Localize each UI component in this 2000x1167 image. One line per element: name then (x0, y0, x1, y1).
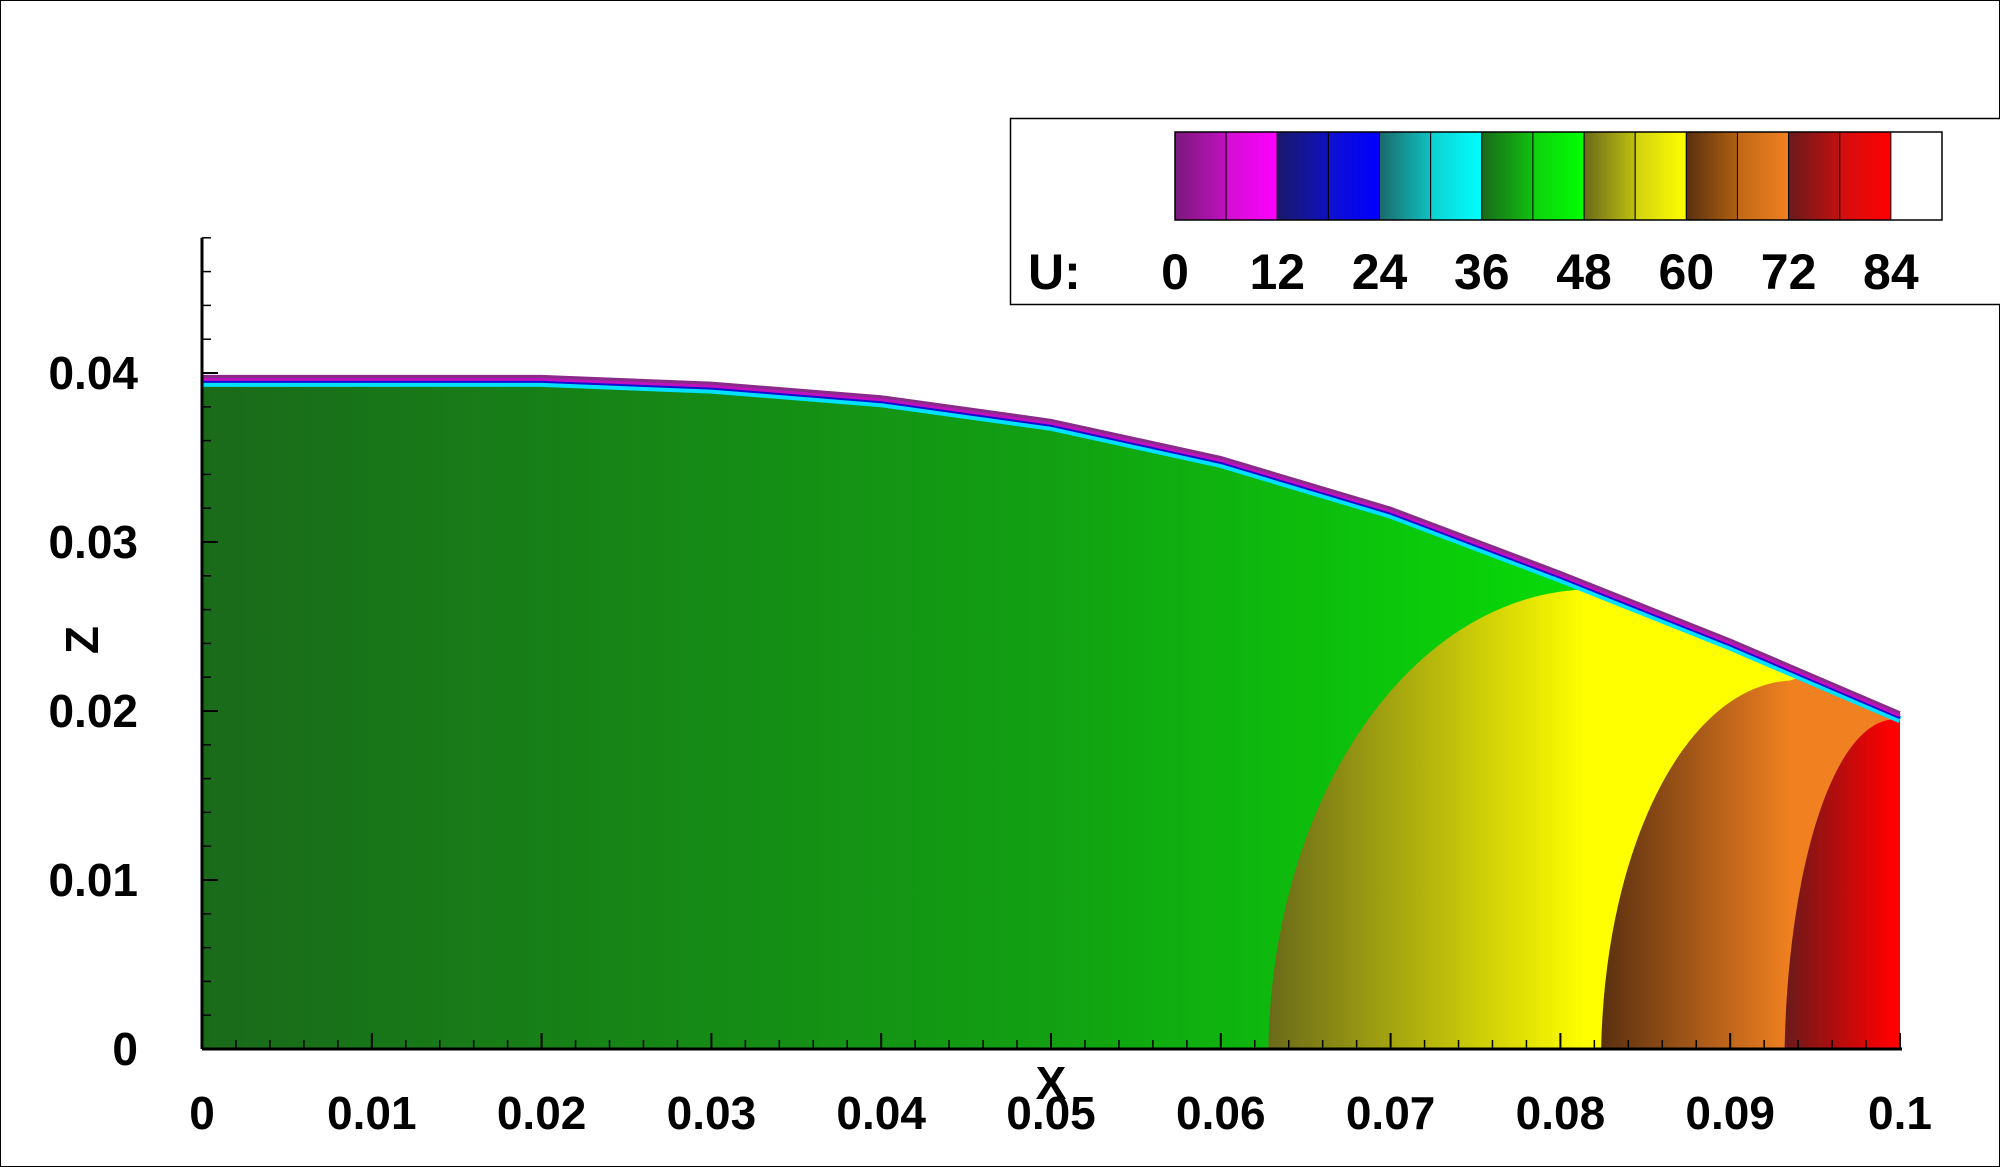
colorbar-swatch (1736, 131, 1790, 221)
x-tick-label: 0 (189, 1087, 215, 1139)
colorbar-tick-label: 0 (1161, 244, 1189, 300)
surface-outline (202, 374, 1901, 715)
x-tick-label: 0.06 (1176, 1087, 1266, 1139)
y-tick-label: 0.02 (48, 685, 138, 737)
colorbar-tick-label: 36 (1454, 244, 1510, 300)
x-tick-label: 0.05 (1006, 1087, 1096, 1139)
boundary-layer-band-1 (202, 379, 1902, 723)
x-ticks: 0 0.01 0.02 0.03 0.04 0.05 0.06 0.07 0.08 0.09 0.1 (189, 1033, 1932, 1139)
colorbar-swatch (1583, 131, 1636, 221)
x-tick-label: 0.02 (497, 1087, 587, 1139)
colorbar-tick-label: 48 (1556, 244, 1612, 300)
colorbar-swatch (1276, 131, 1329, 221)
x-tick-label: 0.04 (836, 1087, 926, 1139)
colorbar-tick-label: 12 (1249, 244, 1305, 300)
boundary-layer-band-2 (202, 379, 1901, 720)
colorbar-legend: U: 0 12 24 36 48 60 72 84 (1009, 117, 2000, 306)
x-axis-title: X (1036, 1057, 1067, 1109)
x-tick-label: 0.07 (1346, 1087, 1436, 1139)
colorbar-swatch (1327, 131, 1381, 221)
x-tick-label: 0.03 (667, 1087, 757, 1139)
colorbar-tick-label: 84 (1863, 244, 1919, 300)
contour-front-3 (1784, 679, 1900, 1049)
colorbar-swatch (1481, 131, 1534, 221)
y-ticks: 0 0.01 0.02 0.03 0.04 (48, 237, 218, 1075)
x-tick-label: 0.1 (1868, 1087, 1932, 1139)
y-tick-label: 0.01 (48, 854, 138, 906)
colorbar-swatch (1430, 131, 1483, 221)
colorbar-tick-labels: 0 12 24 36 48 60 72 84 (1161, 244, 1919, 300)
colorbar-swatch (1532, 131, 1585, 221)
y-tick-label: 0 (112, 1023, 138, 1075)
colorbar-swatch (1379, 131, 1432, 221)
colorbar-tick-label: 24 (1352, 244, 1408, 300)
x-tick-label: 0.01 (327, 1087, 417, 1139)
colorbar-variable-label: U: (1028, 244, 1081, 300)
y-tick-label: 0.04 (48, 347, 138, 399)
colorbar-swatch (1685, 131, 1738, 221)
colorbar-swatch (1788, 131, 1841, 221)
contour-field (202, 374, 1902, 1049)
y-tick-label: 0.03 (48, 516, 138, 568)
colorbar-swatch (1225, 131, 1278, 221)
colorbar-tick-label: 60 (1659, 244, 1715, 300)
colorbar-swatches (1174, 131, 1943, 221)
colorbar-tick-label: 72 (1761, 244, 1817, 300)
colorbar-swatch (1634, 131, 1687, 221)
colorbar-swatch (1174, 131, 1227, 221)
boundary-layer-band-3 (202, 377, 1901, 718)
y-axis-title: Z (56, 626, 108, 654)
colorbar-swatch (1839, 131, 1892, 221)
x-tick-label: 0.09 (1685, 1087, 1775, 1139)
x-tick-label: 0.08 (1516, 1087, 1606, 1139)
